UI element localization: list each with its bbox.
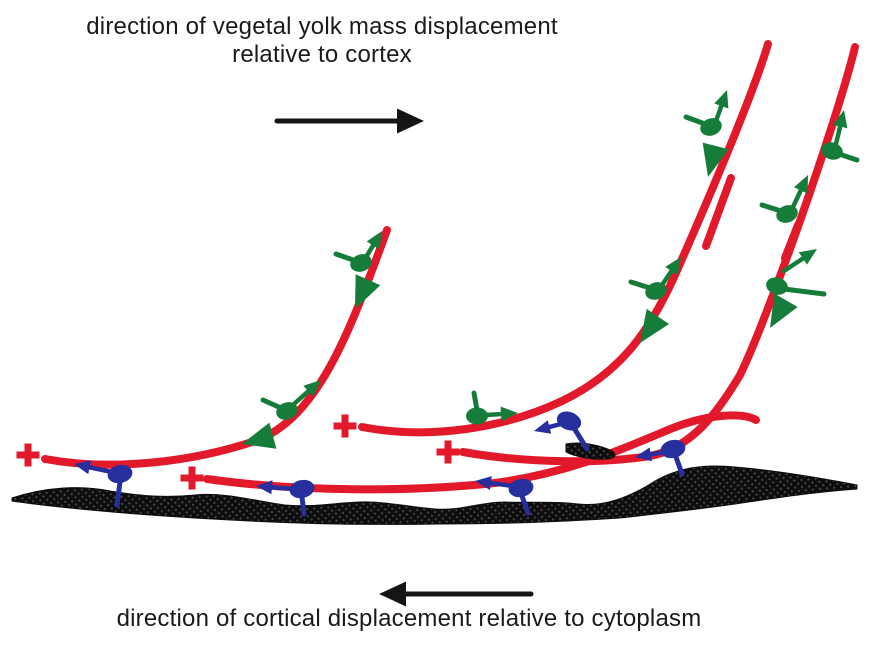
dynein-motor-d2 (256, 479, 315, 517)
cortex-blob (565, 442, 616, 460)
kinesin-arrow-shaft (713, 101, 725, 124)
dynein-arrow-head (256, 480, 273, 495)
kinesin-arrow-head (793, 175, 808, 194)
kinesin-tail (471, 390, 480, 413)
dynein-arrow-head (475, 476, 492, 491)
microtubule-mt-center-tall-fragment (702, 174, 735, 250)
kinesin-motor-k3 (466, 390, 518, 425)
kinesin-motor-k2 (260, 380, 321, 420)
dynein-body-icon (107, 464, 133, 484)
kinesin-motor-k6 (759, 175, 808, 223)
dynein-stalk (114, 479, 123, 508)
kinesin-body-icon (350, 254, 372, 272)
kinesin-arrow-head (500, 406, 518, 422)
kinesin-body-icon (821, 142, 843, 160)
kinesin-arrow-head (303, 380, 321, 397)
diagram-layers (11, 40, 860, 607)
vegetal-yolk-displacement-arrow-head (397, 108, 424, 134)
plus-end-marker-2 (180, 466, 204, 490)
kinesin-body-icon (766, 277, 788, 295)
microtubule-mt-cortical (203, 411, 760, 494)
kinesin-arrowhead-icon-a1 (355, 274, 381, 309)
cortical-displacement-arrow-head (379, 581, 406, 607)
kinesin-arrow-shaft (659, 267, 675, 288)
dynein-arrow-shaft (486, 480, 516, 489)
dynein-body-icon (508, 478, 534, 498)
kinesin-arrow-shaft (790, 186, 804, 210)
kinesin-motor-k1 (333, 231, 382, 272)
microtubule-mt-right-tall (459, 43, 859, 466)
kinesin-arrow-head (798, 249, 817, 265)
kinesin-body-icon (466, 407, 488, 425)
dynein-stalk (299, 494, 307, 517)
kinesin-arrow-shaft (833, 122, 843, 147)
dynein-motor-d5 (635, 439, 686, 477)
dynein-body-icon (660, 439, 686, 459)
kinesin-arrowhead-icon-a3 (640, 308, 670, 343)
dynein-body-icon (289, 479, 315, 499)
dynein-motor-d1 (74, 460, 133, 508)
dynein-stalk (673, 454, 685, 477)
dynein-arrow-head (534, 420, 552, 434)
kinesin-arrow-head (665, 257, 681, 276)
dynein-arrow-shaft (85, 464, 115, 475)
top-caption: direction of vegetal yolk mass displacem… (86, 13, 558, 69)
kinesin-body-icon (700, 118, 722, 136)
microtubule-mt-center-tall (358, 40, 772, 437)
top-caption-line2: relative to cortex (232, 41, 412, 68)
kinesin-tail (781, 286, 827, 297)
kinesin-body-icon (276, 402, 298, 420)
kinesin-motor-k8 (821, 110, 860, 163)
bottom-caption: direction of cortical displacement relat… (116, 605, 702, 632)
kinesin-arrow-head (832, 110, 848, 129)
kinesin-arrow-head (366, 231, 382, 250)
kinesin-motor-k4 (628, 257, 681, 300)
kinesin-motor-k7 (766, 249, 827, 297)
dynein-arrow-head (74, 460, 92, 475)
kinesin-motor-k5 (683, 90, 729, 136)
plus-end-marker-3 (333, 414, 357, 438)
dynein-stalk (519, 493, 531, 516)
top-caption-line1: direction of vegetal yolk mass displacem… (86, 13, 558, 40)
kinesin-arrow-shaft (483, 411, 506, 418)
kinesin-arrow-shaft (291, 387, 313, 407)
dynein-body-icon (556, 411, 582, 431)
kinesin-body-icon (645, 282, 667, 300)
plus-end-marker-4 (436, 440, 460, 464)
kinesin-arrowhead-icon-a4 (702, 142, 729, 177)
kinesin-tail (759, 202, 784, 214)
plus-end-marker-1 (16, 443, 40, 467)
cortex-band (11, 465, 858, 525)
kinesin-arrow-shaft (363, 241, 377, 260)
dynein-stalk (571, 425, 590, 452)
kinesin-arrowhead-icon-a5 (770, 293, 798, 328)
microtubule-mt-right-tall-fragment (781, 221, 802, 262)
kinesin-tail (683, 114, 708, 127)
dynein-arrow-head (635, 447, 652, 462)
dynein-arrow-shaft (545, 421, 564, 430)
dynein-motor-d4 (534, 411, 590, 452)
kinesin-tail (628, 279, 653, 291)
kinesin-arrow-head (714, 90, 729, 109)
kinesin-tail (260, 397, 284, 411)
kinesin-arrow-shaft (781, 255, 807, 274)
kinesin-body-icon (776, 205, 798, 223)
dynein-motor-d3 (475, 476, 534, 516)
kinesin-arrowhead-icon-a2 (242, 422, 277, 449)
